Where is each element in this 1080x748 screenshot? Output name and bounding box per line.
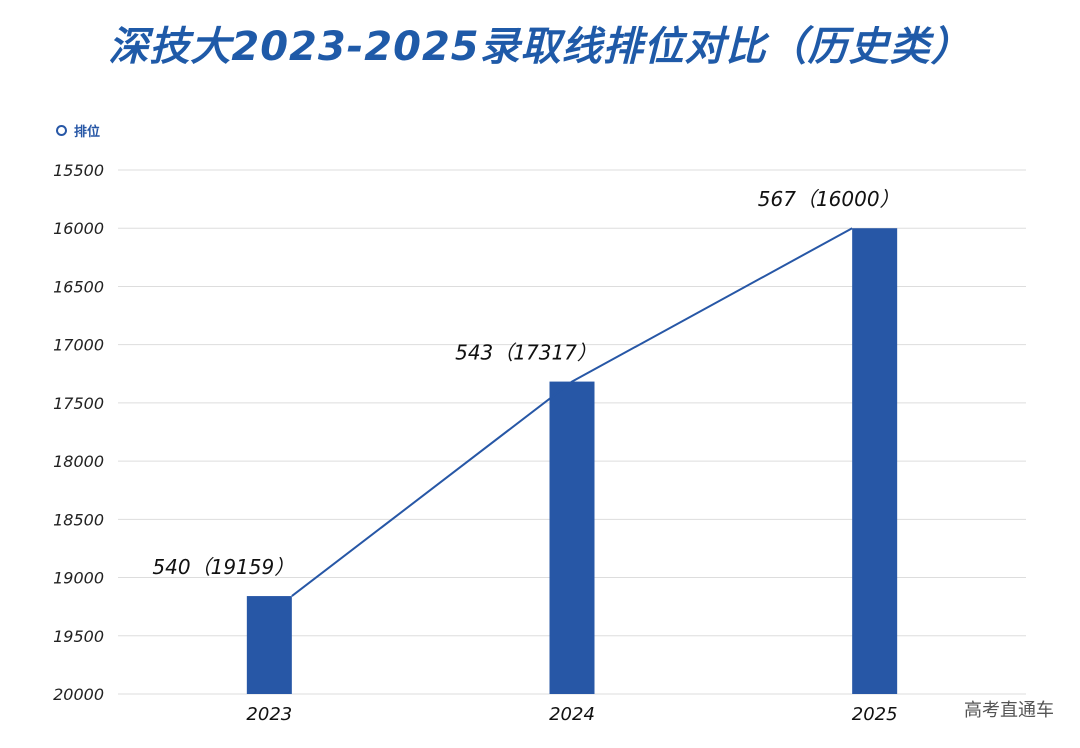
x-tick-label-2023: 2023 (246, 704, 292, 725)
y-tick-label: 20000 (53, 685, 104, 704)
y-tick-label: 16000 (53, 219, 104, 238)
y-axis-ticks: 15500 16000 16500 17000 17500 18000 18500 19000… (53, 161, 104, 704)
y-tick-label: 18000 (53, 452, 104, 471)
y-tick-label: 15500 (53, 161, 104, 180)
y-tick-label: 19500 (53, 627, 104, 646)
legend: 排位 (56, 121, 100, 140)
data-label-2023: 540（19159） (152, 555, 294, 579)
y-tick-label: 19000 (53, 569, 104, 588)
data-label-2024: 543（17317） (455, 341, 597, 365)
data-label-2025: 567（16000） (758, 187, 900, 211)
y-tick-label: 17000 (53, 336, 104, 355)
y-tick-label: 16500 (53, 277, 104, 296)
bar-2025 (852, 228, 898, 694)
bar-2024 (549, 381, 595, 694)
x-tick-label-2025: 2025 (852, 704, 898, 725)
x-tick-label-2024: 2024 (549, 704, 595, 725)
bars (246, 228, 898, 694)
y-tick-label: 18500 (53, 510, 104, 529)
chart-title: 深技大2023-2025录取线排位对比（历史类） (108, 24, 972, 70)
watermark: 高考直通车 (964, 700, 1054, 721)
legend-label: 排位 (74, 125, 101, 140)
x-axis-categories: 2023 2024 2025 (246, 704, 897, 725)
y-tick-label: 17500 (53, 394, 104, 413)
legend-circle-icon (56, 125, 67, 136)
data-labels: 540（19159） 543（17317） 567（16000） (152, 187, 899, 579)
trend-line (291, 227, 853, 597)
bar-2023 (246, 596, 292, 694)
trend-line-path (291, 227, 853, 597)
